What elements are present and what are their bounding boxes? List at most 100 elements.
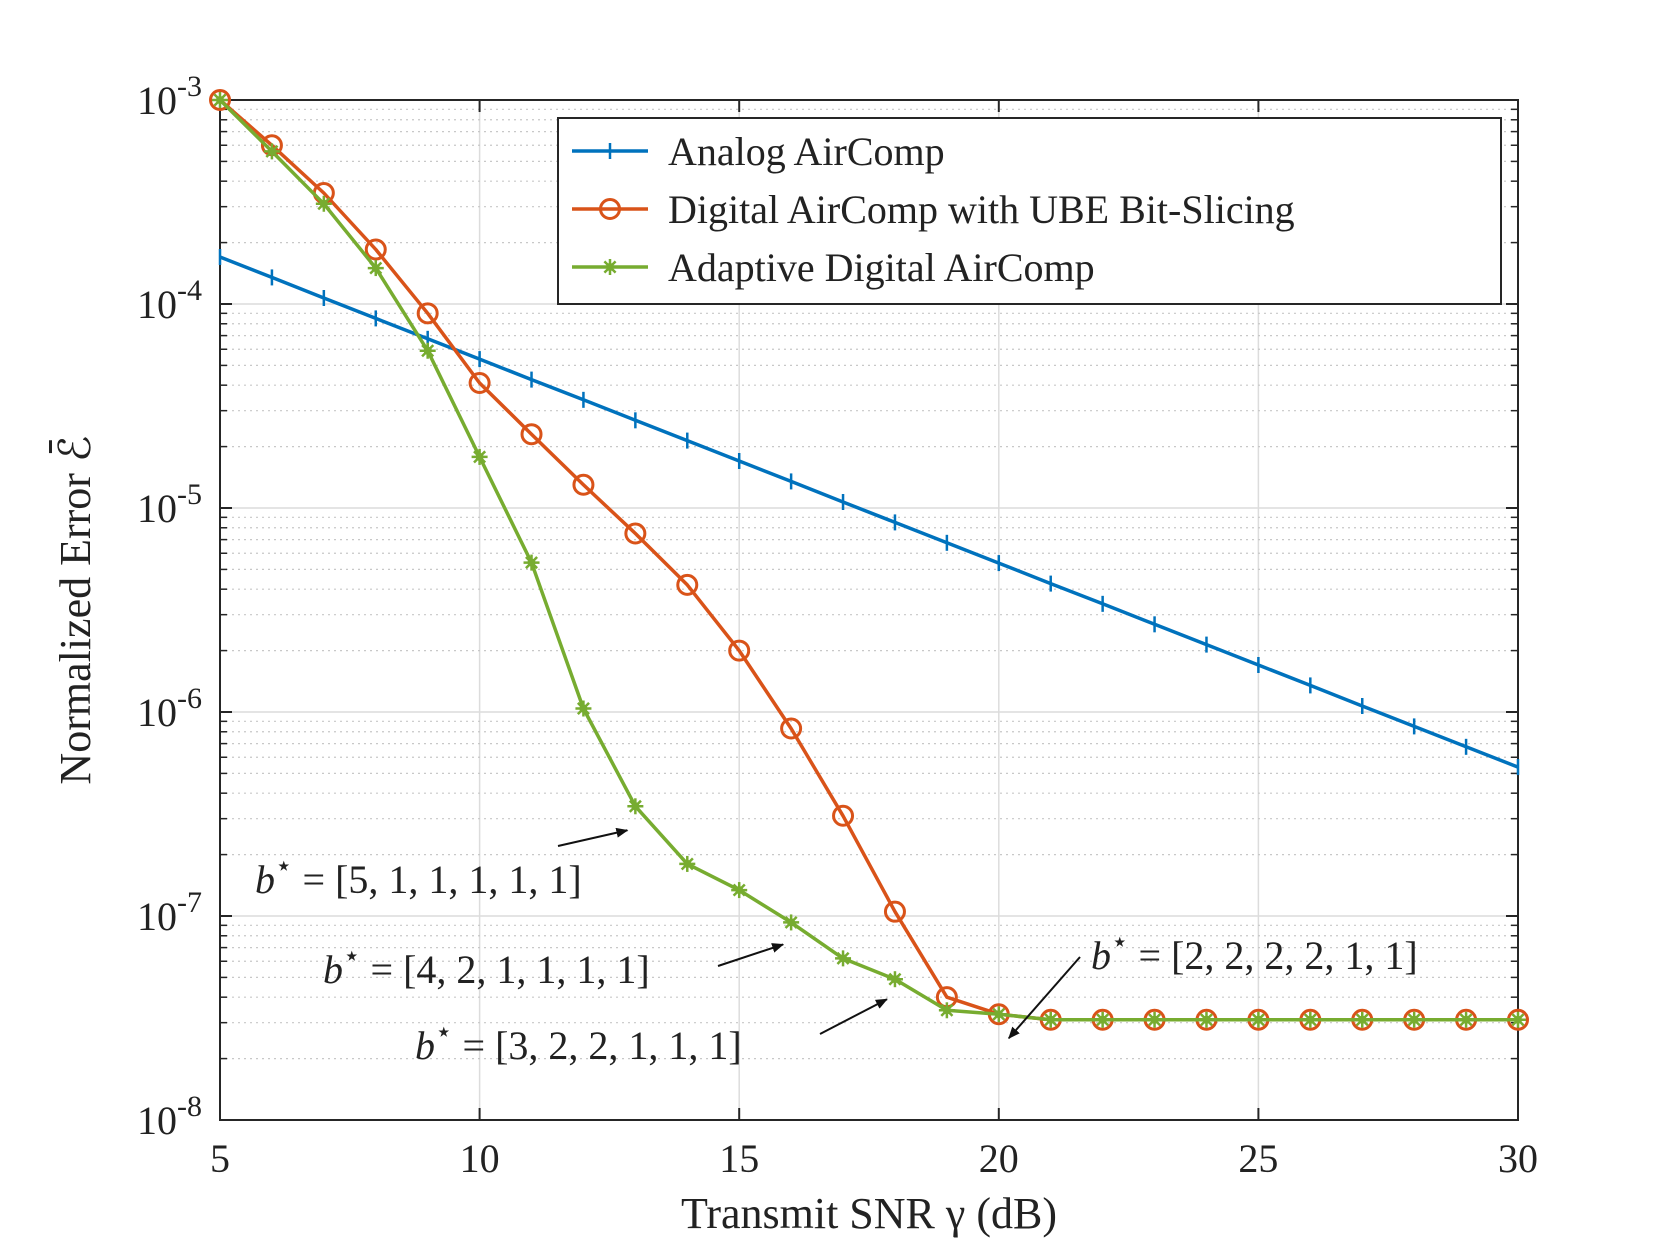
- y-axis-label: Normalized Error ℰ̄: [49, 435, 100, 784]
- y-tick-label: 10-7: [137, 886, 202, 939]
- x-tick-label: 25: [1238, 1136, 1278, 1181]
- data-point: [780, 717, 803, 740]
- asterisk-core: [267, 147, 276, 156]
- data-point: [832, 804, 855, 827]
- annotation-arrow: [717, 943, 785, 967]
- x-tick-label: 20: [979, 1136, 1019, 1181]
- asterisk-core: [839, 954, 848, 963]
- asterisk-core: [1514, 1015, 1522, 1024]
- data-point: [1510, 1011, 1526, 1028]
- data-point: [627, 798, 644, 815]
- asterisk-core: [1254, 1015, 1263, 1024]
- asterisk-core: [1150, 1015, 1159, 1024]
- data-point: [676, 573, 699, 596]
- asterisk-core: [942, 1006, 951, 1015]
- data-point: [679, 855, 696, 872]
- legend-label: Adaptive Digital AirComp: [668, 245, 1095, 290]
- asterisk-core: [579, 704, 588, 713]
- data-point: [602, 259, 618, 275]
- annotation-label: b⋆ = [5, 1, 1, 1, 1, 1]: [255, 851, 582, 902]
- asterisk-core: [1046, 1015, 1055, 1024]
- data-point: [1406, 1011, 1423, 1028]
- series-0: [218, 248, 1520, 776]
- y-tick-label: 10-4: [137, 274, 202, 327]
- data-point: [1146, 1011, 1163, 1028]
- data-point: [468, 371, 491, 394]
- asterisk-core: [527, 558, 536, 567]
- data-point: [419, 342, 436, 359]
- legend-label: Digital AirComp with UBE Bit-Slicing: [668, 187, 1295, 232]
- asterisk-core: [735, 886, 744, 895]
- y-tick-label: 10-6: [137, 682, 202, 735]
- data-point: [416, 302, 439, 325]
- series-line: [219, 255, 1519, 769]
- annotation-label: b⋆ = [3, 2, 2, 1, 1, 1]: [415, 1017, 742, 1068]
- data-point: [315, 195, 332, 212]
- asterisk-core: [1358, 1015, 1367, 1024]
- asterisk-core: [1306, 1015, 1315, 1024]
- asterisk-core: [1202, 1015, 1211, 1024]
- annotation-arrow: [1008, 956, 1081, 1039]
- data-point: [835, 950, 852, 967]
- data-point: [938, 1002, 955, 1019]
- data-point: [520, 423, 543, 446]
- y-tick-label: 10-8: [137, 1090, 202, 1143]
- data-point: [1354, 1011, 1371, 1028]
- annotation-label: b⋆ = [4, 2, 1, 1, 1, 1]: [323, 941, 650, 992]
- legend-box: [557, 117, 1502, 305]
- annotations: b⋆ = [5, 1, 1, 1, 1, 1] b⋆ = [4, 2, 1, 1,…: [255, 827, 1418, 1068]
- data-point: [886, 971, 903, 988]
- y-tick-label: 10-5: [137, 478, 202, 531]
- x-tick-label: 5: [210, 1136, 230, 1181]
- data-point: [471, 448, 488, 465]
- series-2: [212, 92, 1526, 1028]
- data-point: [263, 143, 280, 160]
- legend-entry: Analog AirComp: [572, 129, 945, 174]
- asterisk-core: [787, 918, 796, 927]
- legend-entry: Digital AirComp with UBE Bit-Slicing: [572, 187, 1295, 232]
- x-tick-label: 30: [1498, 1136, 1538, 1181]
- annotation-arrow: [557, 827, 629, 847]
- data-point: [367, 260, 384, 277]
- data-point: [1094, 1011, 1111, 1028]
- legend-label: Analog AirComp: [668, 129, 945, 174]
- data-point: [1250, 1011, 1267, 1028]
- x-tick-label: 10: [460, 1136, 500, 1181]
- data-point: [783, 914, 800, 931]
- x-axis-label: Transmit SNR γ (dB): [681, 1189, 1057, 1238]
- data-point: [575, 700, 592, 717]
- data-point: [731, 882, 748, 899]
- data-point: [728, 639, 751, 662]
- series: [209, 89, 1529, 1031]
- data-point: [883, 900, 906, 923]
- asterisk-core: [216, 96, 224, 104]
- data-point: [1042, 1011, 1059, 1028]
- data-point: [624, 522, 647, 545]
- annotation-label: b⋆ = [2, 2, 2, 2, 1, 1]: [1091, 927, 1418, 978]
- asterisk-core: [1098, 1015, 1107, 1024]
- asterisk-core: [1410, 1015, 1419, 1024]
- asterisk-core: [423, 346, 432, 355]
- asterisk-core: [683, 859, 692, 868]
- series-line: [218, 98, 1518, 1022]
- asterisk-core: [475, 452, 484, 461]
- data-point: [364, 238, 387, 261]
- legend: Analog AirComp Digital AirComp with UBE B…: [557, 117, 1502, 305]
- asterisk-core: [606, 263, 614, 271]
- data-point: [1198, 1011, 1215, 1028]
- data-point: [1458, 1011, 1475, 1028]
- data-point: [212, 92, 228, 108]
- asterisk-core: [371, 264, 380, 273]
- plot-frame: [219, 99, 1519, 1121]
- data-point: [599, 198, 621, 220]
- data-point: [523, 554, 540, 571]
- legend-entry: Adaptive Digital AirComp: [572, 245, 1095, 290]
- asterisk-core: [319, 199, 328, 208]
- annotation-arrow: [819, 998, 888, 1035]
- data-point: [1302, 1011, 1319, 1028]
- x-tick-label: 15: [719, 1136, 759, 1181]
- data-point: [209, 89, 231, 111]
- data-point: [990, 1006, 1007, 1023]
- data-point: [572, 473, 595, 496]
